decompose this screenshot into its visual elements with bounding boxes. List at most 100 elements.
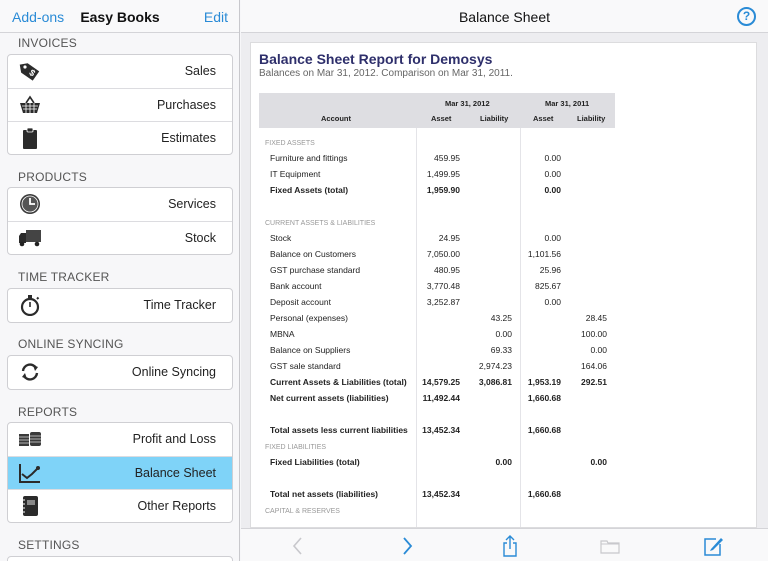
sidebar-item-label: Time Tracker: [143, 298, 216, 312]
clipboard-icon: [18, 127, 42, 149]
group-settings: [7, 556, 233, 561]
cell-asset-2011: 1,660.68: [527, 489, 561, 499]
cell-liability-2011: 292.51: [581, 377, 607, 387]
back-button[interactable]: [287, 535, 309, 557]
sidebar-item-sales[interactable]: $ Sales: [8, 55, 232, 88]
cell-asset-2012: 24.95: [438, 233, 460, 243]
sidebar-item-balance-sheet[interactable]: Balance Sheet: [8, 456, 232, 489]
cell-asset-2011: 25.96: [539, 265, 561, 275]
compose-icon: [704, 538, 723, 556]
sidebar-nav-bar: Add-ons Easy Books Edit: [0, 0, 239, 33]
folder-icon: [600, 540, 620, 554]
cell-asset-2011: 1,953.19: [527, 377, 561, 387]
table-header: Mar 31, 2012 Mar 31, 2011 Account Asset …: [259, 93, 615, 128]
account-name: CAPITAL & RESERVES: [265, 508, 340, 515]
group-invoices: $ Sales Purchases Estimates: [7, 54, 233, 155]
table-row: Furniture and fittings 459.95 0.00: [259, 150, 615, 166]
sidebar-item-label: Services: [168, 197, 216, 211]
main-nav-bar: Balance Sheet ?: [241, 0, 768, 33]
sidebar-item-services[interactable]: Services: [8, 188, 232, 221]
cell-asset-2012: 459.95: [434, 153, 460, 163]
table-row: Fixed Liabilities (total) 0.00 0.00: [259, 454, 615, 470]
folder-button[interactable]: [599, 535, 621, 557]
sidebar-item-other-reports[interactable]: Other Reports: [8, 489, 232, 522]
cell-liability-2012: 0.00: [495, 329, 512, 339]
cell-asset-2012: 13,452.34: [422, 425, 460, 435]
table-section-header: CAPITAL & RESERVES: [259, 502, 615, 518]
account-name: FIXED ASSETS: [265, 140, 315, 147]
table-row: Balance on Suppliers 69.33 0.00: [259, 342, 615, 358]
help-icon[interactable]: ?: [737, 7, 756, 26]
price-tag-icon: $: [18, 60, 42, 82]
account-name: MBNA: [270, 329, 295, 339]
table-spacer: [259, 470, 615, 486]
compose-button[interactable]: [702, 535, 724, 557]
cell-asset-2012: 7,050.00: [426, 249, 460, 259]
section-label-reports: REPORTS: [18, 405, 78, 419]
app-title: Easy Books: [80, 9, 160, 25]
table-row: Stock 24.95 0.00: [259, 230, 615, 246]
account-name: Furniture and fittings: [270, 153, 348, 163]
share-button[interactable]: [499, 535, 521, 557]
table-row: Current Assets & Liabilities (total) 14,5…: [259, 374, 615, 390]
sidebar-item-label: Sales: [184, 64, 216, 78]
header-period-2012: Mar 31, 2012: [445, 99, 490, 108]
account-name: Total assets less current liabilities: [270, 425, 408, 435]
account-name: Fixed Liabilities (total): [270, 457, 360, 467]
cell-liability-2011: 0.00: [590, 457, 607, 467]
bottom-toolbar: [241, 528, 768, 561]
table-section-header: FIXED LIABILITIES: [259, 438, 615, 454]
sidebar-item-label: Stock: [184, 231, 216, 245]
sidebar-item-label: Balance Sheet: [134, 466, 216, 480]
cell-asset-2011: 825.67: [535, 281, 561, 291]
table-row: IT Equipment 1,499.95 0.00: [259, 166, 615, 182]
table-row: Net current assets (liabilities) 11,492.4…: [259, 390, 615, 406]
cell-asset-2012: 11,492.44: [422, 393, 460, 403]
cell-liability-2012: 2,974.23: [478, 361, 512, 371]
cell-asset-2012: 3,252.87: [426, 297, 460, 307]
basket-icon: [18, 94, 42, 116]
cell-liability-2011: 100.00: [581, 329, 607, 339]
report-page[interactable]: Balance Sheet Report for Demosys Balance…: [250, 42, 757, 528]
cell-liability-2012: 3,086.81: [478, 377, 512, 387]
account-name: CURRENT ASSETS & LIABILITIES: [265, 220, 376, 227]
share-icon: [503, 535, 517, 557]
chevron-left-icon: [292, 537, 302, 555]
table-row: GST sale standard 2,974.23 164.06: [259, 358, 615, 374]
clock-icon: [18, 193, 42, 215]
truck-icon: [18, 227, 42, 249]
header-asset-2012: Asset: [431, 114, 452, 123]
cell-asset-2011: 1,101.56: [527, 249, 561, 259]
edit-button[interactable]: Edit: [203, 9, 228, 25]
account-name: GST purchase standard: [270, 265, 361, 275]
table-row: GST purchase standard 480.95 25.96: [259, 262, 615, 278]
sidebar-item-label: Online Syncing: [131, 365, 216, 379]
cell-liability-2011: 0.00: [590, 345, 607, 355]
sidebar-item-online-syncing[interactable]: Online Syncing: [8, 356, 232, 389]
sidebar-item-purchases[interactable]: Purchases: [8, 88, 232, 121]
header-period-2011: Mar 31, 2011: [545, 99, 590, 108]
add-ons-button[interactable]: Add-ons: [12, 9, 65, 25]
table-row: Fixed Assets (total) 1,959.90 0.00: [259, 182, 615, 198]
sidebar-item-stock[interactable]: Stock: [8, 221, 232, 254]
account-name: Deposit account: [270, 297, 331, 307]
account-name: Total net assets (liabilities): [270, 489, 379, 499]
chevron-right-icon: [403, 537, 413, 555]
table-spacer: [259, 198, 615, 214]
header-account: Account: [321, 114, 351, 123]
table-section-header: FIXED ASSETS: [259, 134, 615, 150]
table-row: Total assets less current liabilities 13,…: [259, 422, 615, 438]
cell-liability-2011: 164.06: [581, 361, 607, 371]
cell-asset-2012: 3,770.48: [426, 281, 460, 291]
forward-button[interactable]: [396, 535, 418, 557]
cell-asset-2012: 480.95: [434, 265, 460, 275]
balance-table: Mar 31, 2012 Mar 31, 2011 Account Asset …: [259, 93, 615, 527]
sidebar-item-time-tracker[interactable]: Time Tracker: [8, 289, 232, 322]
sidebar-item-estimates[interactable]: Estimates: [8, 121, 232, 154]
account-name: FIXED LIABILITIES: [265, 444, 327, 451]
header-liability-2011: Liability: [577, 114, 606, 123]
header-liability-2012: Liability: [480, 114, 509, 123]
table-section-header: CURRENT ASSETS & LIABILITIES: [259, 214, 615, 230]
sidebar-item-profit-and-loss[interactable]: Profit and Loss: [8, 423, 232, 456]
account-name: Balance on Customers: [270, 249, 356, 259]
